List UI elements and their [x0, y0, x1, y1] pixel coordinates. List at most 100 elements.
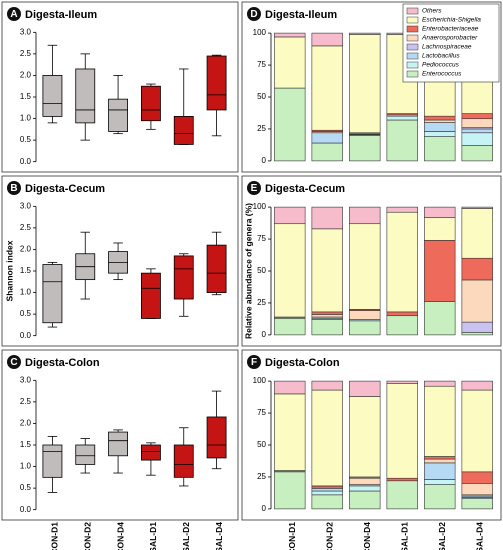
y-tick-label: 100: [253, 376, 267, 385]
panel-badge: [247, 181, 261, 195]
legend-label: Enterococcus: [422, 71, 462, 78]
bar-segment: [274, 471, 306, 510]
bar-segment: [461, 132, 493, 146]
panel-frame: [1, 175, 239, 347]
bar-segment: [311, 389, 343, 487]
y-tick-label: 50: [257, 92, 266, 101]
y-tick-label: 1.5: [20, 92, 32, 101]
bar-segment: [461, 206, 493, 209]
y-tick-label: 0.5: [20, 483, 32, 492]
x-tick-label: SAL-D2: [437, 522, 447, 550]
bar-segment: [461, 498, 493, 510]
box: [206, 416, 227, 459]
y-tick-label: 75: [257, 60, 266, 69]
y-tick-label: 3.0: [20, 27, 32, 36]
bar-segment: [311, 490, 343, 496]
bar-segment: [311, 380, 343, 391]
bar-segment: [349, 34, 381, 134]
bar-segment: [274, 206, 306, 225]
bar-segment: [424, 136, 456, 162]
bar-segment: [424, 385, 456, 457]
y-tick-label: 50: [257, 266, 266, 275]
panel-frame: [241, 175, 502, 347]
panel-title: Digesta-Ileum: [25, 9, 97, 21]
x-tick-label: CON-D2: [325, 522, 335, 550]
y-tick-label: 3.0: [20, 201, 32, 210]
bar-segment: [461, 279, 493, 323]
bar-segment: [386, 315, 418, 336]
x-tick-label: SAL-D4: [475, 522, 485, 550]
bar-segment: [311, 319, 343, 336]
legend-label: Escherichia-Shigella: [422, 17, 481, 24]
bar-segment: [274, 380, 306, 395]
bar-segment: [349, 490, 381, 510]
legend-swatch: [406, 52, 419, 60]
box: [42, 444, 63, 478]
legend-swatch: [406, 70, 419, 78]
box: [173, 255, 194, 300]
y-tick-label: 0.5: [20, 135, 32, 144]
bar-segment: [461, 380, 493, 391]
bar-segment: [424, 456, 456, 460]
legend-swatch: [406, 43, 419, 51]
y-tick-label: 0.0: [20, 157, 32, 166]
bar-segment: [274, 87, 306, 162]
legend-swatch: [406, 7, 419, 15]
bar-segment: [424, 122, 456, 132]
legend-label: Others: [422, 8, 442, 15]
bar-segment: [274, 36, 306, 89]
bar-segment: [461, 128, 493, 134]
y-tick-label: 0.0: [20, 505, 32, 514]
bar-segment: [386, 380, 418, 384]
x-tick-label: CON-D1: [287, 522, 297, 550]
bar-segment: [274, 32, 306, 38]
legend-swatch: [406, 61, 419, 69]
panel-frame: [241, 1, 502, 173]
x-tick-label: CON-D2: [83, 522, 93, 550]
y-tick-label: 2.5: [20, 223, 32, 232]
box: [206, 55, 227, 111]
y-tick-label: 2.5: [20, 397, 32, 406]
y-tick-label: 100: [253, 202, 267, 211]
bar-segment: [349, 223, 381, 310]
panel-letter: D: [250, 9, 257, 20]
legend-box: [402, 3, 500, 83]
bar-segment: [386, 211, 418, 313]
y-axis-label: Relative abundance of genera (%): [243, 203, 253, 339]
bar-segment: [424, 240, 456, 302]
bar-segment: [311, 206, 343, 230]
bar-segment: [424, 119, 456, 123]
y-tick-label: 1.5: [20, 266, 32, 275]
bar-segment: [274, 223, 306, 318]
legend-label: Lachnospiraceae: [422, 44, 472, 51]
box: [42, 75, 63, 117]
x-tick-label: CON-D4: [115, 522, 125, 550]
panel-title: Digesta-Cecum: [265, 183, 345, 195]
panel-frame: [1, 349, 239, 521]
bar-segment: [461, 208, 493, 259]
bar-segment: [461, 145, 493, 162]
y-tick-label: 25: [257, 298, 266, 307]
panel-letter: E: [251, 183, 258, 194]
box: [42, 264, 63, 324]
y-tick-label: 2.0: [20, 245, 32, 254]
bar-segment: [349, 135, 381, 162]
legend-label: Lactobacillus: [422, 53, 460, 60]
panel-title: Digesta-Colon: [25, 357, 100, 369]
bar-segment: [386, 477, 418, 482]
bar-segment: [274, 317, 306, 336]
bar-segment: [424, 380, 456, 387]
panel-letter: A: [10, 9, 17, 20]
bar-segment: [461, 389, 493, 473]
y-tick-label: 75: [257, 234, 266, 243]
box: [140, 444, 161, 461]
legend-swatch: [406, 16, 419, 24]
panel-title: Digesta-Cecum: [25, 183, 105, 195]
panel-frame: [1, 1, 239, 173]
bar-segment: [461, 113, 493, 120]
bar-segment: [311, 32, 343, 47]
bar-segment: [311, 142, 343, 162]
bar-segment: [461, 471, 493, 484]
bar-segment: [386, 480, 418, 510]
